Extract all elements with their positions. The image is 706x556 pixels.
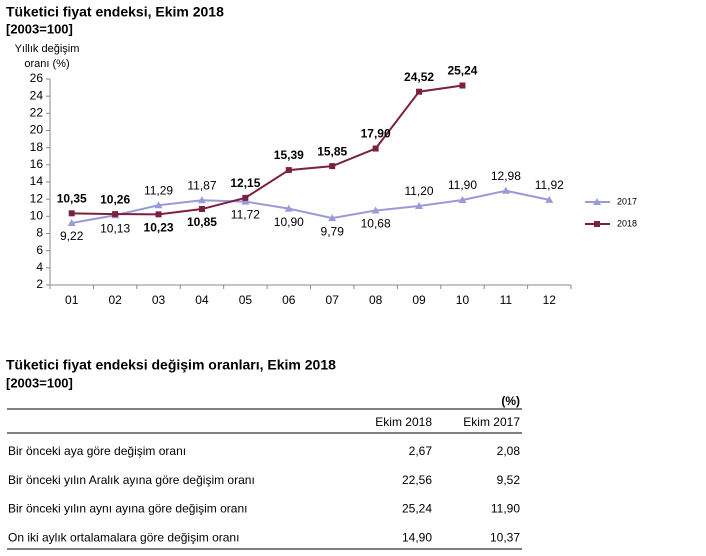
point [241,197,250,205]
point [415,202,424,210]
x-tick-label: 03 [152,293,166,307]
data-label: 15,39 [274,148,304,162]
y-tick-label: 10 [30,209,44,223]
point [154,201,163,209]
row-label: On iki aylık ortalamalara göre değişim o… [8,530,239,544]
legend-marker [593,198,601,205]
legend-label: 2018 [617,218,637,228]
data-label: 11,90 [448,178,477,192]
table-cell: 9,52 [497,473,521,487]
point [416,88,423,95]
data-label: 9,79 [321,224,345,238]
table-cell: 10,37 [490,530,520,544]
data-label: 9,22 [60,229,84,243]
data-label: 11,72 [231,208,260,222]
point [68,210,75,217]
table-header: Ekim 2017 [463,415,520,429]
legend-label: 2017 [617,196,637,206]
data-label: 10,90 [274,215,304,229]
x-tick-label: 02 [108,293,122,307]
x-tick-label: 10 [456,293,470,307]
y-tick-label: 12 [30,191,44,205]
table-subtitle: [2003=100] [6,375,73,390]
row-label: Bir önceki aya göre değişim oranı [8,444,186,458]
x-tick-label: 05 [239,293,253,307]
y-tick-label: 6 [36,243,43,257]
point [112,211,119,218]
table-header: Ekim 2018 [375,415,432,429]
y-axis-label: oranı (%) [24,58,69,70]
point [67,219,76,227]
table-title: Tüketici fiyat endeksi değişim oranları,… [6,357,336,373]
x-tick-label: 01 [65,293,79,307]
chart-title: Tüketici fiyat endeksi, Ekim 2018 [6,4,224,20]
data-label: 11,92 [535,178,564,192]
data-label: 12,98 [491,169,521,183]
point [459,82,466,89]
data-label: 10,13 [100,221,130,235]
data-label: 10,35 [57,192,87,206]
table-cell: 14,90 [402,530,432,544]
x-tick-label: 09 [412,293,426,307]
point [372,145,379,152]
point [371,206,380,214]
y-tick-label: 24 [30,88,44,102]
point [198,206,205,213]
y-tick-label: 20 [30,123,44,137]
y-axis-label: Yıllık değişim [15,43,80,55]
y-tick-label: 8 [36,226,43,240]
x-tick-label: 07 [326,293,340,307]
y-tick-label: 26 [30,71,44,85]
x-tick-label: 11 [500,293,513,307]
y-tick-label: 16 [30,157,44,171]
x-tick-label: 08 [369,293,383,307]
point [458,196,467,204]
legend-marker [594,221,600,227]
data-label: 11,87 [187,178,216,192]
data-label: 10,68 [361,217,391,231]
table-cell: 11,90 [491,502,520,516]
series-line [71,189,550,225]
data-label: 10,23 [144,221,174,235]
point [197,196,206,204]
data-label: 11,29 [144,183,173,197]
point [329,163,336,170]
x-tick-label: 04 [195,293,209,307]
table-cell: 2,08 [497,444,521,458]
table-cell: 25,24 [402,502,432,516]
x-tick-label: 06 [282,293,296,307]
data-label: 10,26 [100,192,130,206]
y-tick-label: 18 [30,140,44,154]
y-tick-label: 4 [36,260,43,274]
y-tick-label: 22 [30,106,44,120]
point [501,186,510,194]
table-cell: 22,56 [402,473,432,487]
point [242,194,249,201]
data-label: 12,15 [230,176,260,190]
x-tick-label: 12 [543,293,557,307]
point [328,214,337,222]
data-label: 25,24 [447,64,477,78]
data-label: 11,20 [404,184,433,198]
point [155,211,162,218]
y-tick-label: 14 [30,174,44,188]
y-tick-label: 2 [36,277,43,291]
data-label: 17,90 [361,127,391,141]
data-label: 10,85 [187,215,217,229]
row-label: Bir önceki yılın aynı ayına göre değişim… [8,502,247,516]
table-unit: (%) [501,394,520,408]
table-cell: 2,67 [409,444,433,458]
data-label: 24,52 [404,70,434,84]
chart-subtitle: [2003=100] [6,21,73,36]
series-line [71,84,463,216]
point [545,195,554,203]
row-label: Bir önceki yılın Aralık ayına göre değiş… [8,473,255,487]
point [284,204,293,212]
point [285,167,292,174]
data-label: 15,85 [317,144,347,158]
